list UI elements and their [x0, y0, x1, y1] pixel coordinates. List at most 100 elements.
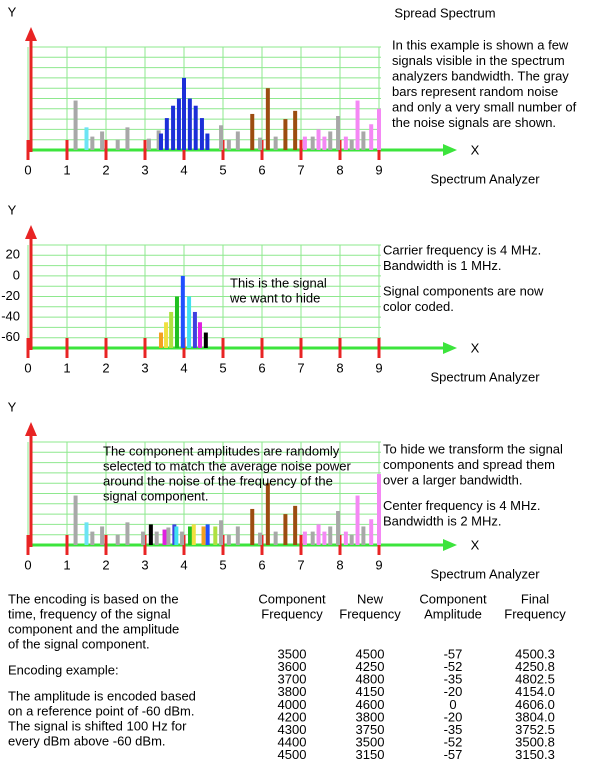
note-text: over a larger bandwidth.: [383, 472, 522, 487]
bar: [172, 524, 177, 545]
note-text: signals visible in the spectrum: [392, 53, 565, 68]
x-axis-label: X: [471, 537, 480, 552]
bar: [187, 98, 192, 150]
table-header: Frequency: [504, 606, 566, 621]
bar: [148, 524, 153, 545]
bar: [322, 531, 327, 545]
y-tick-label: 20: [6, 247, 20, 262]
note-text: Bandwidth is 2 MHz.: [383, 513, 502, 528]
x-axis-title: Spectrum Analyzer: [430, 171, 540, 186]
bar: [343, 531, 348, 545]
x-axis-title: Spectrum Analyzer: [430, 369, 540, 384]
y-axis-arrow: [25, 225, 37, 239]
table-header: Frequency: [261, 606, 323, 621]
annotation: we want to hide: [229, 290, 320, 305]
bar: [369, 519, 374, 545]
table-header: Component: [258, 591, 326, 606]
bar: [191, 524, 196, 545]
table-cell: 3600: [278, 659, 307, 674]
note-text: components and spread them: [383, 457, 555, 472]
x-tick-label: 1: [63, 162, 70, 177]
bar: [164, 118, 169, 150]
bar: [349, 534, 354, 545]
y-tick-label: -20: [1, 288, 20, 303]
table-cell: 4300: [278, 722, 307, 737]
table-cell: -57: [444, 646, 463, 661]
bar: [377, 108, 381, 150]
bar: [235, 131, 240, 150]
bar: [187, 296, 192, 348]
bar: [115, 139, 120, 150]
bar: [192, 311, 197, 348]
bar: [328, 526, 333, 545]
table-cell: -52: [444, 659, 463, 674]
bar: [273, 136, 278, 150]
x-tick-label: 6: [258, 360, 265, 375]
x-axis-label: X: [471, 340, 480, 355]
x-tick-label: 9: [375, 557, 382, 572]
table-cell: 3150.3: [515, 747, 555, 762]
bar: [180, 275, 185, 348]
x-tick-label: 4: [180, 162, 187, 177]
table-cell: 3500: [356, 735, 385, 750]
table-cell: 3800: [278, 684, 307, 699]
table-cell: 4606.0: [515, 697, 555, 712]
x-axis-arrow: [443, 342, 457, 354]
table-cell: 4500.3: [515, 646, 555, 661]
bar: [176, 98, 181, 150]
bar: [293, 505, 298, 545]
bar: [258, 532, 263, 545]
bar: [328, 131, 333, 150]
bar: [171, 105, 176, 150]
bar: [310, 531, 315, 545]
x-tick-label: 2: [102, 162, 109, 177]
table-header: Frequency: [339, 606, 401, 621]
bar: [226, 534, 231, 545]
bar: [73, 495, 78, 545]
table-cell: 3500.8: [515, 735, 555, 750]
annotation: around the noise of the frequency of the: [103, 473, 333, 488]
bar: [197, 322, 202, 348]
table-cell: 4802.5: [515, 672, 555, 687]
table-cell: 3700: [278, 672, 307, 687]
bar: [203, 332, 208, 348]
encoding-text: on a reference point of -60 dBm.: [8, 703, 194, 718]
x-axis-label: X: [471, 142, 480, 157]
bar: [250, 508, 255, 545]
bar: [316, 129, 321, 150]
table-cell: 3750: [356, 722, 385, 737]
x-tick-label: 8: [336, 557, 343, 572]
table-header: New: [357, 591, 384, 606]
x-tick-label: 6: [258, 557, 265, 572]
bar: [302, 531, 307, 545]
bar: [154, 531, 159, 545]
x-tick-label: 7: [297, 162, 304, 177]
bar: [273, 531, 278, 545]
bar: [174, 526, 179, 545]
x-axis-arrow: [443, 144, 457, 156]
bar: [361, 526, 366, 545]
x-tick-label: 6: [258, 162, 265, 177]
x-axis-title: Spectrum Analyzer: [430, 566, 540, 581]
bar: [293, 110, 298, 150]
x-tick-label: 9: [375, 162, 382, 177]
bar: [90, 531, 95, 545]
table-cell: 3752.5: [515, 722, 555, 737]
encoding-text: every dBm above -60 dBm.: [8, 733, 166, 748]
bar: [158, 332, 163, 348]
bar: [100, 131, 105, 150]
x-tick-label: 4: [180, 557, 187, 572]
bar: [73, 100, 78, 150]
note-text: color coded.: [383, 299, 454, 314]
table-cell: 4150: [356, 684, 385, 699]
note-text: In this example is shown a few: [392, 37, 569, 52]
bar: [336, 511, 341, 545]
table-cell: 4250.8: [515, 659, 555, 674]
bar: [258, 137, 263, 150]
x-tick-label: 8: [336, 162, 343, 177]
annotation: selected to match the average noise powe…: [103, 458, 352, 473]
note-text: Center frequency is 4 MHz.: [383, 498, 541, 513]
note-text: To hide we transform the signal: [383, 441, 563, 456]
table-cell: 4400: [278, 735, 307, 750]
bar: [182, 77, 186, 150]
